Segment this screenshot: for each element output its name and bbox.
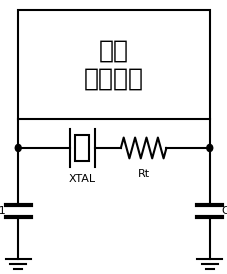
Text: C1: C1 (0, 206, 6, 216)
Text: C2: C2 (221, 206, 227, 216)
Text: XTAL: XTAL (68, 174, 95, 184)
Text: 片内
放大电路: 片内 放大电路 (84, 38, 143, 90)
Bar (75, 135, 89, 161)
Circle shape (206, 144, 212, 152)
Bar (18, 10, 209, 119)
Text: Rt: Rt (137, 169, 149, 178)
Circle shape (15, 144, 21, 152)
